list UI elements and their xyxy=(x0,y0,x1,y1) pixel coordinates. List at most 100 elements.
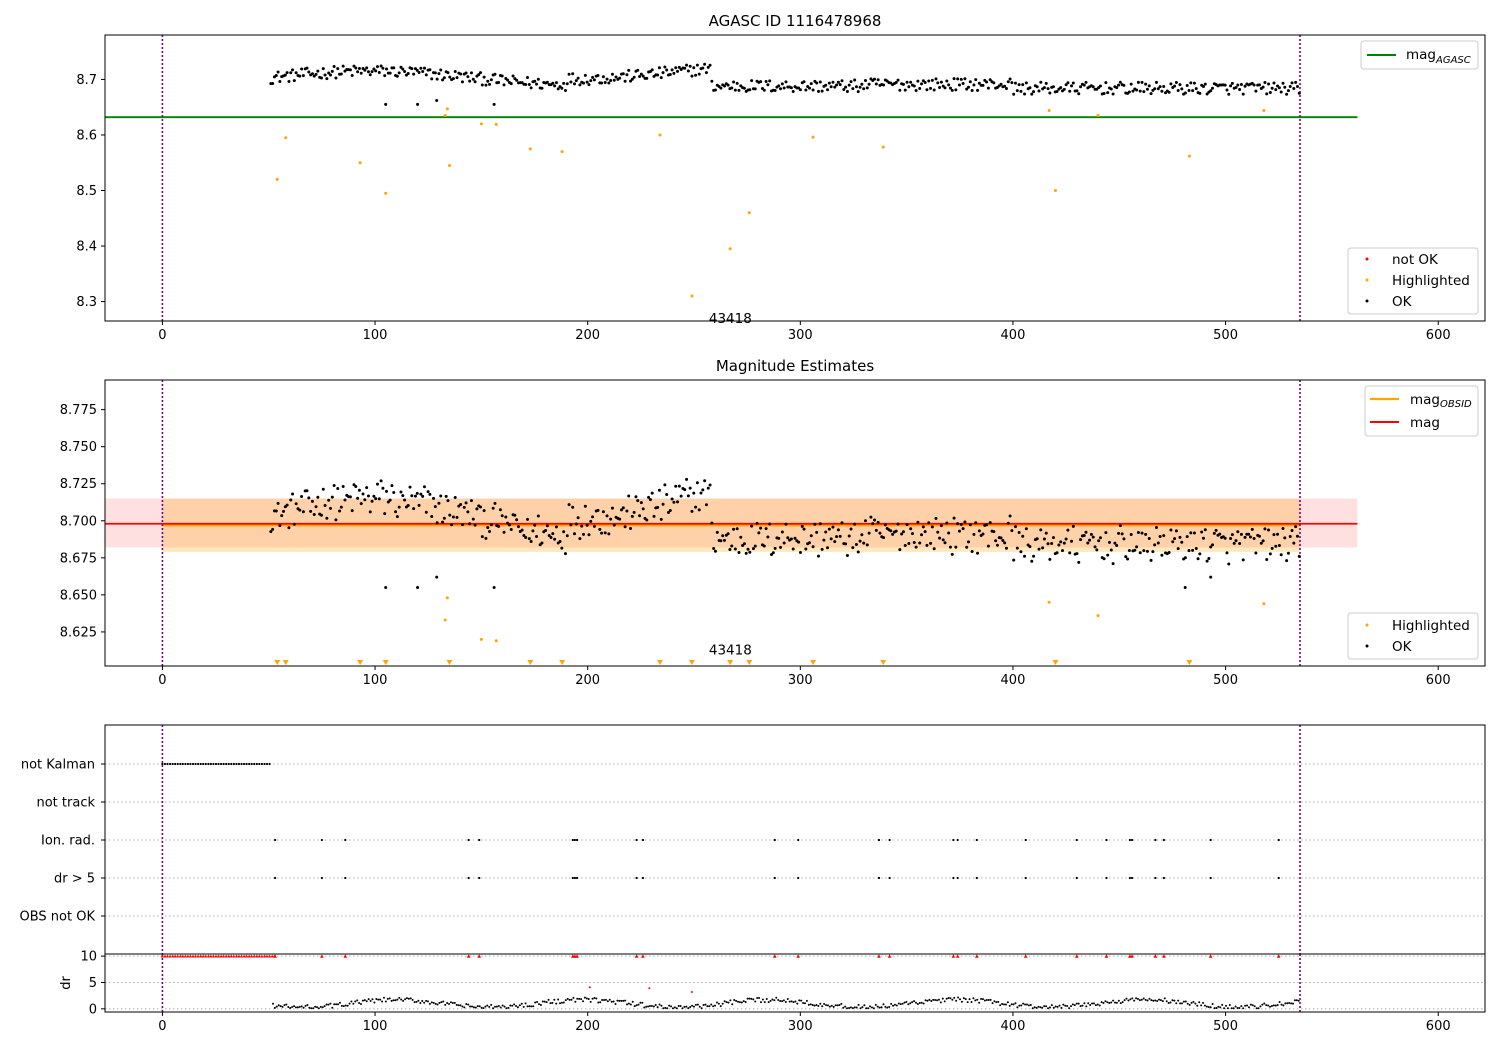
dr-point xyxy=(367,998,370,1001)
ok-point xyxy=(1173,537,1177,541)
ok-point xyxy=(1164,91,1168,95)
ok-point xyxy=(475,507,479,511)
ok-point xyxy=(479,71,483,75)
ok-point xyxy=(1167,90,1171,94)
ok-point xyxy=(587,83,591,87)
ok-point xyxy=(849,527,853,531)
dr-point xyxy=(580,998,583,1001)
ok-point xyxy=(464,71,468,75)
ok-point xyxy=(1142,90,1146,94)
ok-point xyxy=(583,504,587,508)
not-kalman-point xyxy=(217,762,220,766)
dr-point xyxy=(1238,1007,1241,1010)
ok-point xyxy=(359,71,363,75)
ok-point xyxy=(605,77,609,81)
ok-point xyxy=(538,543,542,547)
ok-point xyxy=(764,80,768,84)
dr-clipped-marker xyxy=(477,954,482,958)
dr-point xyxy=(1171,999,1174,1002)
dr-point xyxy=(1102,1001,1105,1004)
dr-point xyxy=(995,1001,998,1004)
dr-point xyxy=(1276,1004,1279,1007)
ion-rad-point xyxy=(1277,838,1280,842)
ok-point xyxy=(1102,92,1106,96)
ok-point xyxy=(815,81,819,85)
ok-point xyxy=(421,70,425,74)
dr-point xyxy=(622,999,625,1002)
ok-point xyxy=(1019,550,1023,554)
dr-axes-frame xyxy=(104,953,1486,1013)
ok-point xyxy=(618,517,622,521)
dr-point xyxy=(296,1006,299,1009)
ok-point xyxy=(374,497,378,501)
ok-point xyxy=(462,505,466,509)
ok-point xyxy=(1127,90,1131,94)
legend-ok-marker xyxy=(1365,644,1369,648)
ion-rad-point xyxy=(1128,838,1131,842)
ok-point xyxy=(874,82,878,86)
ok-point xyxy=(417,503,421,507)
ok-point xyxy=(1243,535,1247,539)
ok-point xyxy=(509,528,513,532)
ok-point xyxy=(410,67,414,71)
ok-point xyxy=(901,530,905,534)
dr-point xyxy=(694,1003,697,1006)
ok-point xyxy=(576,76,580,80)
ok-point xyxy=(274,74,278,78)
ok-point xyxy=(804,88,808,92)
dr-point xyxy=(1205,1005,1208,1008)
ok-point xyxy=(375,482,379,486)
ok-point xyxy=(1258,534,1262,538)
dr-point xyxy=(335,1003,338,1006)
ok-point xyxy=(710,521,714,525)
ok-point xyxy=(384,585,388,589)
dr-point xyxy=(863,1004,866,1007)
dr-point xyxy=(1108,1002,1111,1005)
clipped-marker xyxy=(688,660,695,665)
dr-point xyxy=(323,1005,326,1008)
ok-point xyxy=(535,535,539,539)
dr-point xyxy=(1117,999,1120,1002)
ok-point xyxy=(779,87,783,91)
dr-point xyxy=(758,996,761,999)
ok-point xyxy=(730,86,734,90)
dr-point xyxy=(1110,1001,1113,1004)
svg-text:magOBSID: magOBSID xyxy=(1410,392,1472,410)
magnitude-legend-top: magOBSID mag xyxy=(1364,385,1479,437)
dr-point xyxy=(415,1000,418,1003)
dr-point xyxy=(844,1005,847,1008)
ok-point xyxy=(708,483,712,487)
x-tick-label: 400 xyxy=(1001,673,1026,688)
agasc-obsid-annotation: 43418 xyxy=(709,311,752,327)
ok-point xyxy=(1145,549,1149,553)
dr-point xyxy=(790,1000,793,1003)
ok-point xyxy=(285,503,289,507)
ok-point xyxy=(818,80,822,84)
ok-point xyxy=(614,75,618,79)
ok-point xyxy=(509,82,513,86)
dr-point xyxy=(273,1006,276,1009)
dr-point xyxy=(872,1007,875,1010)
ok-point xyxy=(777,536,781,540)
dr-point xyxy=(855,1006,858,1009)
ok-point xyxy=(1008,514,1012,518)
ok-point xyxy=(1258,83,1262,87)
dr-point xyxy=(627,1002,630,1005)
ok-point xyxy=(441,520,445,524)
dr-point xyxy=(463,1006,466,1009)
x-tick-label: 300 xyxy=(788,1019,813,1034)
ok-point xyxy=(735,81,739,85)
ok-point xyxy=(721,534,725,538)
ok-point xyxy=(1066,528,1070,532)
highlighted-point xyxy=(479,122,483,126)
ok-point xyxy=(1051,85,1055,89)
dr-point xyxy=(959,998,962,1001)
ok-point xyxy=(668,72,672,76)
ok-point xyxy=(352,483,356,487)
x-tick-label: 100 xyxy=(363,328,388,343)
ok-point xyxy=(1037,547,1041,551)
ok-point xyxy=(1189,81,1193,85)
ok-point xyxy=(419,66,423,70)
dr-point xyxy=(482,1007,485,1010)
